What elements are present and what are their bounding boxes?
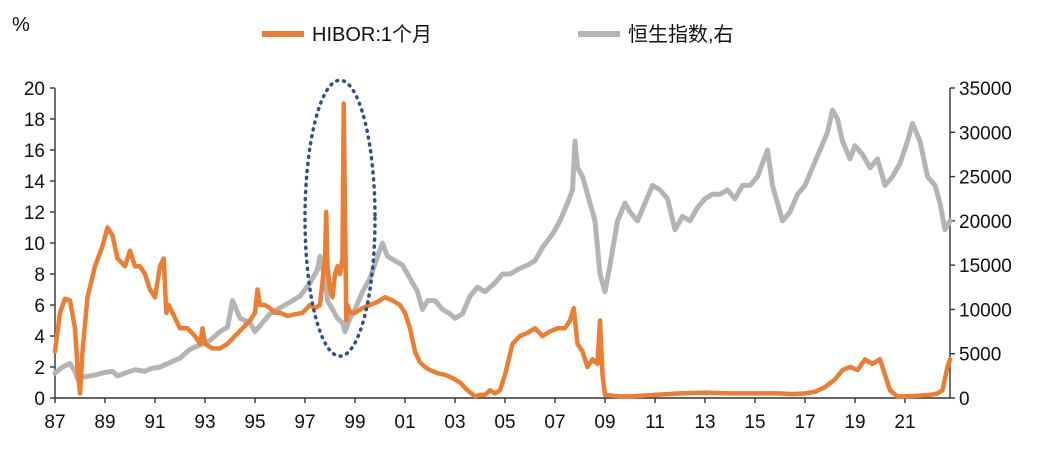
x-tick-label: 01 <box>394 412 415 433</box>
x-tick-label: 87 <box>44 412 65 433</box>
x-tick-label: 99 <box>344 412 365 433</box>
left-tick-label: 2 <box>34 358 45 379</box>
legend-label-hibor: HIBOR:1个月 <box>312 23 432 46</box>
right-tick-label: 35000 <box>959 79 1012 100</box>
left-tick-label: 6 <box>34 296 45 317</box>
left-tick-label: 16 <box>24 141 45 162</box>
left-tick-label: 18 <box>24 110 45 131</box>
x-tick-label: 19 <box>844 412 865 433</box>
x-tick-label: 15 <box>744 412 765 433</box>
x-tick-label: 93 <box>194 412 215 433</box>
right-tick-label: 20000 <box>959 212 1012 233</box>
left-axis-unit-label: % <box>12 14 30 36</box>
legend-label-hsi: 恒生指数,右 <box>628 23 734 46</box>
right-tick-label: 0 <box>959 389 970 410</box>
x-tick-label: 97 <box>294 412 315 433</box>
x-tick-label: 09 <box>594 412 615 433</box>
x-tick-label: 13 <box>694 412 715 433</box>
axes: 0 2 4 6 8 10 12 14 16 18 20 0 5000 10000 15000 20000 250… <box>24 79 1012 433</box>
series-line-hibor <box>52 101 953 399</box>
x-tick-label: 17 <box>794 412 815 433</box>
right-tick-label: 30000 <box>959 123 1012 144</box>
right-tick-label: 15000 <box>959 256 1012 277</box>
x-tick-label: 05 <box>494 412 515 433</box>
left-tick-label: 8 <box>34 265 45 286</box>
highlight-layer <box>303 78 377 358</box>
left-tick-label: 0 <box>34 389 45 410</box>
left-tick-label: 12 <box>24 203 45 224</box>
x-tick-label: 03 <box>444 412 465 433</box>
left-tick-label: 10 <box>24 234 45 255</box>
x-tick-label: 91 <box>144 412 165 433</box>
right-tick-label: 5000 <box>959 345 1001 366</box>
right-tick-label: 10000 <box>959 300 1012 321</box>
x-tick-label: 89 <box>94 412 115 433</box>
highlight-ellipse <box>303 78 377 358</box>
x-tick-label: 07 <box>544 412 565 433</box>
left-tick-label: 20 <box>24 79 45 100</box>
left-tick-label: 4 <box>34 327 45 348</box>
x-tick-label: 11 <box>645 412 665 433</box>
series-line-hsi <box>52 107 953 381</box>
x-tick-label: 21 <box>894 412 915 433</box>
legend: HIBOR:1个月 恒生指数,右 <box>262 23 734 46</box>
left-tick-label: 14 <box>24 172 46 193</box>
series-layer <box>52 101 953 399</box>
right-tick-label: 25000 <box>959 168 1012 189</box>
x-tick-label: 95 <box>244 412 265 433</box>
